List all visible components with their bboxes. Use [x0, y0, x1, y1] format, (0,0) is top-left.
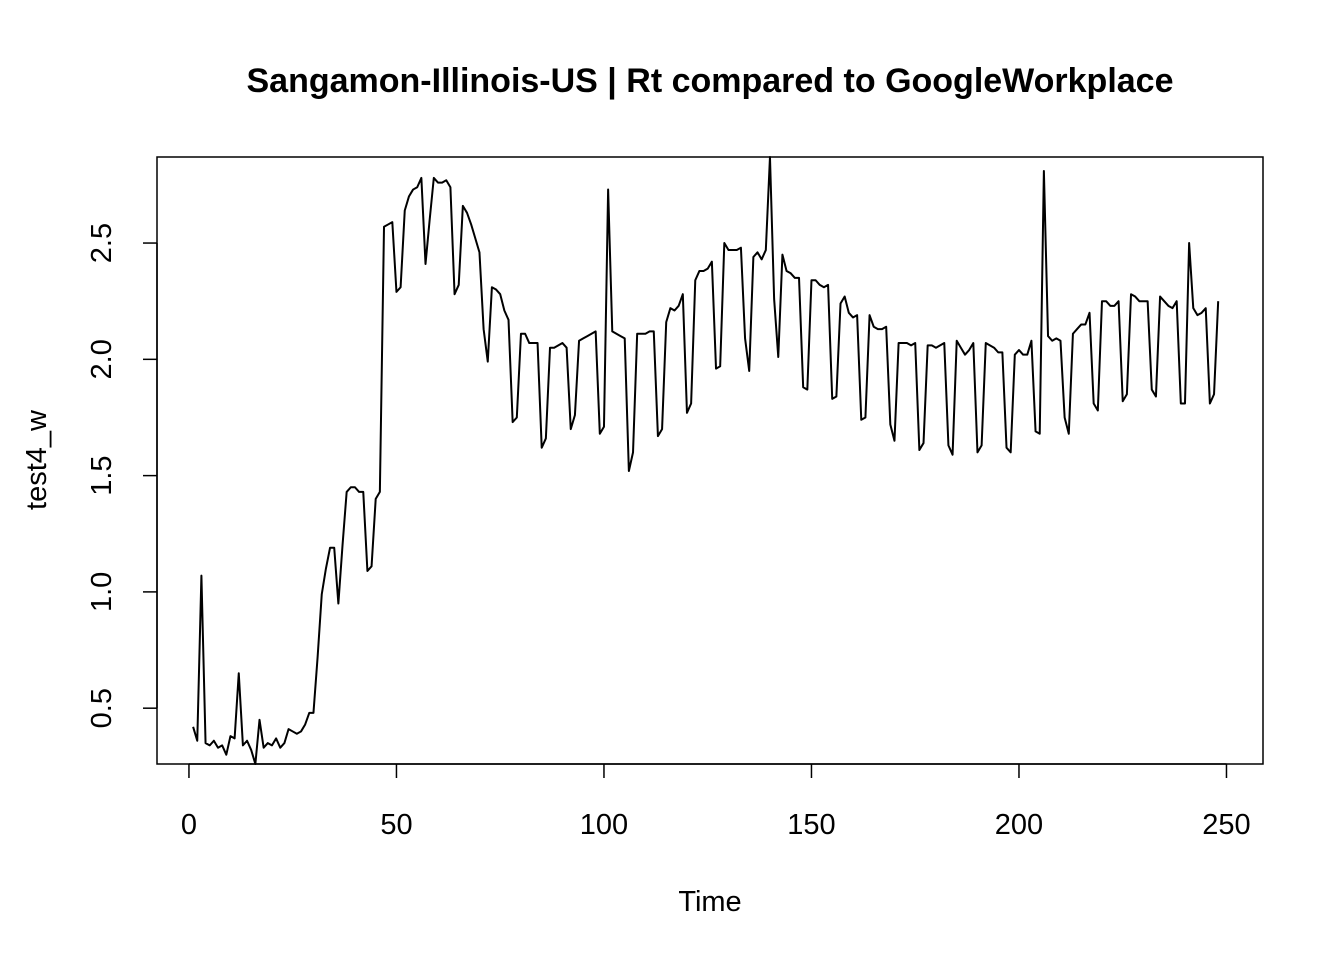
- x-tick-label: 50: [380, 809, 412, 841]
- chart-title: Sangamon-Illinois-US | Rt compared to Go…: [247, 62, 1174, 100]
- x-tick-label: 0: [181, 809, 197, 841]
- x-tick-label: 150: [787, 809, 835, 841]
- y-tick-label: 0.5: [86, 688, 118, 728]
- plot-frame: [156, 156, 1264, 765]
- y-axis: 0.5 1.0 1.5 2.0 2.5: [86, 223, 158, 728]
- y-tick-label: 1.0: [86, 572, 118, 612]
- y-tick-label: 2.5: [86, 223, 118, 263]
- y-tick-label: 2.0: [86, 339, 118, 379]
- x-tick-label: 250: [1202, 809, 1250, 841]
- x-tick-label: 100: [580, 809, 628, 841]
- y-tick-label: 1.5: [86, 455, 118, 495]
- x-tick-label: 200: [995, 809, 1043, 841]
- x-axis-label: Time: [678, 886, 741, 918]
- x-axis: 0 50 100 150 200 250: [181, 763, 1251, 841]
- series-line: [192, 156, 1220, 765]
- y-axis-label: test4_w: [21, 409, 53, 510]
